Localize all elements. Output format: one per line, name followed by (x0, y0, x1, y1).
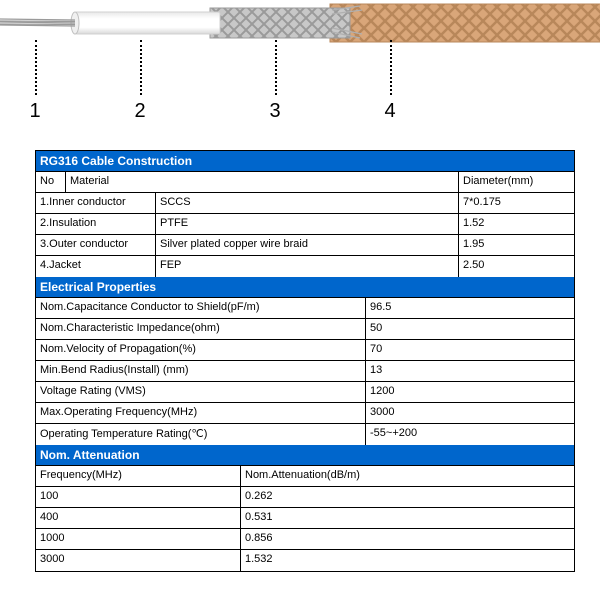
cell-name: 2.Insulation (36, 214, 156, 234)
attenuation-col-headers: Frequency(MHz) Nom.Attenuation(dB/m) (36, 466, 574, 487)
cell-property: Nom.Characteristic Impedance(ohm) (36, 319, 366, 339)
attenuation-row: 10000.856 (36, 529, 574, 550)
cell-attenuation: 1.532 (241, 550, 574, 571)
cable-cross-section-diagram: 1 2 3 4 (0, 0, 600, 130)
cell-value: 3000 (366, 403, 574, 423)
cell-property: Max.Operating Frequency(MHz) (36, 403, 366, 423)
cell-property: Nom.Capacitance Conductor to Shield(pF/m… (36, 298, 366, 318)
electrical-header: Electrical Properties (36, 277, 574, 298)
cell-material: SCCS (156, 193, 459, 213)
callout-line-2 (140, 40, 142, 95)
construction-col-headers: No Material Diameter(mm) (36, 172, 574, 193)
cell-diameter: 1.52 (459, 214, 574, 234)
attenuation-row: 4000.531 (36, 508, 574, 529)
cell-property: Nom.Velocity of Propagation(%) (36, 340, 366, 360)
cell-value: 96.5 (366, 298, 574, 318)
col-attenuation: Nom.Attenuation(dB/m) (241, 466, 574, 486)
cell-name: 1.Inner conductor (36, 193, 156, 213)
callout-line-1 (35, 40, 37, 95)
electrical-row: Nom.Capacitance Conductor to Shield(pF/m… (36, 298, 574, 319)
electrical-row: Nom.Characteristic Impedance(ohm)50 (36, 319, 574, 340)
attenuation-row: 1000.262 (36, 487, 574, 508)
electrical-row: Nom.Velocity of Propagation(%)70 (36, 340, 574, 361)
cell-value: 70 (366, 340, 574, 360)
electrical-row: Operating Temperature Rating(℃)-55~+200 (36, 424, 574, 445)
callout-number-1: 1 (29, 100, 40, 123)
cell-frequency: 400 (36, 508, 241, 528)
construction-row: 4.JacketFEP2.50 (36, 256, 574, 277)
cable-svg (0, 0, 600, 90)
cell-attenuation: 0.262 (241, 487, 574, 507)
attenuation-header: Nom. Attenuation (36, 445, 574, 466)
construction-row: 2.InsulationPTFE1.52 (36, 214, 574, 235)
callout-number-4: 4 (384, 100, 395, 123)
construction-row: 1.Inner conductorSCCS7*0.175 (36, 193, 574, 214)
cell-material: FEP (156, 256, 459, 277)
cell-diameter: 1.95 (459, 235, 574, 255)
spec-tables: RG316 Cable Construction No Material Dia… (35, 150, 575, 572)
electrical-row: Min.Bend Radius(Install) (mm)13 (36, 361, 574, 382)
cell-property: Min.Bend Radius(Install) (mm) (36, 361, 366, 381)
cell-attenuation: 0.856 (241, 529, 574, 549)
cell-property: Operating Temperature Rating(℃) (36, 424, 366, 445)
cell-diameter: 2.50 (459, 256, 574, 277)
cell-value: 13 (366, 361, 574, 381)
cell-value: 1200 (366, 382, 574, 402)
cell-value: 50 (366, 319, 574, 339)
cell-frequency: 3000 (36, 550, 241, 571)
col-diameter: Diameter(mm) (459, 172, 574, 192)
cell-material: Silver plated copper wire braid (156, 235, 459, 255)
construction-row: 3.Outer conductorSilver plated copper wi… (36, 235, 574, 256)
cell-frequency: 1000 (36, 529, 241, 549)
col-frequency: Frequency(MHz) (36, 466, 241, 486)
col-no: No (36, 172, 66, 192)
construction-header: RG316 Cable Construction (36, 151, 574, 172)
attenuation-row: 30001.532 (36, 550, 574, 571)
cell-value: -55~+200 (366, 424, 574, 445)
callout-number-2: 2 (134, 100, 145, 123)
callout-line-3 (275, 40, 277, 95)
cell-attenuation: 0.531 (241, 508, 574, 528)
cell-material: PTFE (156, 214, 459, 234)
cell-frequency: 100 (36, 487, 241, 507)
callout-number-3: 3 (269, 100, 280, 123)
electrical-row: Voltage Rating (VMS)1200 (36, 382, 574, 403)
cell-diameter: 7*0.175 (459, 193, 574, 213)
col-material: Material (66, 172, 459, 192)
cell-property: Voltage Rating (VMS) (36, 382, 366, 402)
cell-name: 4.Jacket (36, 256, 156, 277)
electrical-row: Max.Operating Frequency(MHz)3000 (36, 403, 574, 424)
callout-line-4 (390, 40, 392, 95)
cell-name: 3.Outer conductor (36, 235, 156, 255)
